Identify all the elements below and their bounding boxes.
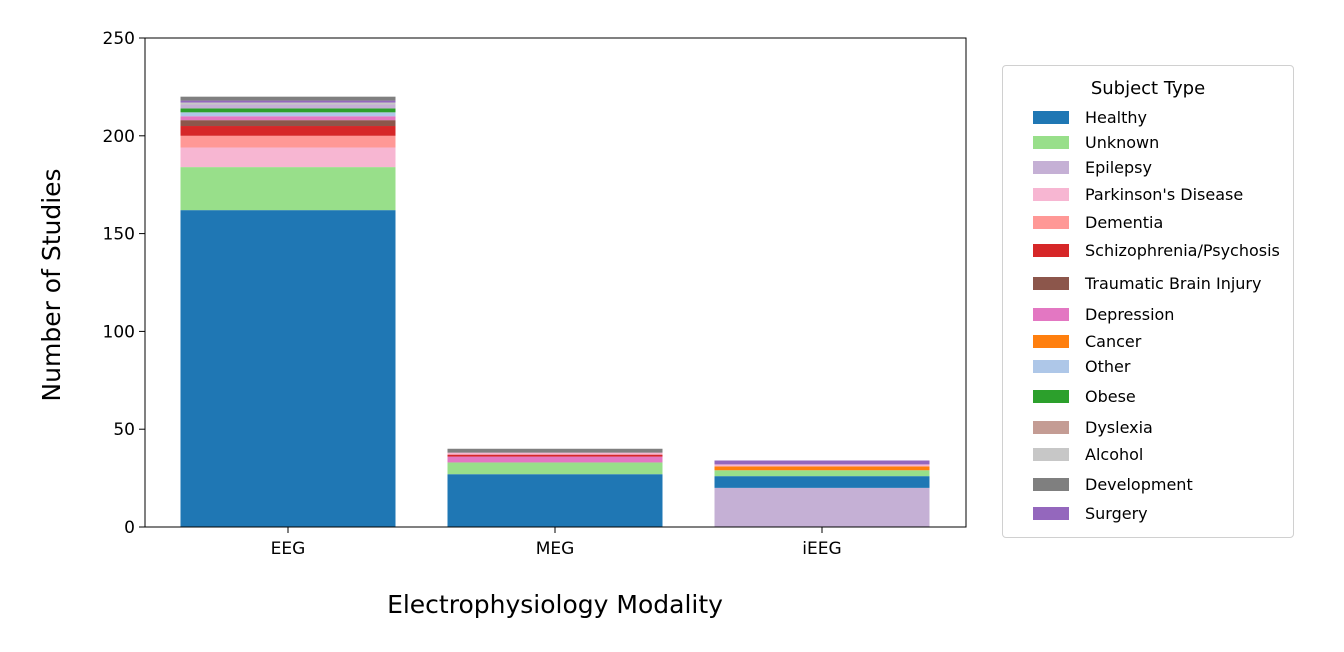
legend-swatch: [1033, 359, 1069, 373]
bar-segment-eeg-schizophrenia-psychosis: [180, 126, 396, 136]
legend-swatch: [1033, 307, 1069, 321]
bar-segment-eeg-traumatic-brain-injury: [180, 120, 396, 127]
y-tick-label: 250: [103, 29, 135, 49]
x-tick-label: MEG: [536, 539, 575, 559]
legend-item: Surgery: [1033, 503, 1148, 523]
legend-label: Other: [1085, 356, 1131, 376]
legend-label: Development: [1085, 474, 1193, 494]
legend-swatch: [1033, 135, 1069, 149]
bar-segment-meg-depression: [447, 456, 663, 463]
legend-item: Alcohol: [1033, 444, 1143, 464]
legend: Subject Type Healthy Unknown Epilepsy Parki…: [1002, 65, 1294, 538]
legend-label: Parkinson's Disease: [1085, 184, 1244, 204]
bar-segment-eeg-depression: [180, 116, 396, 121]
bar-segment-eeg-parkinson-s-disease: [180, 147, 396, 168]
legend-label: Healthy: [1085, 107, 1148, 127]
bar-segment-ieeg-unknown: [714, 470, 930, 477]
bar-segment-meg-development: [447, 448, 663, 453]
bar-segment-eeg-development: [180, 96, 396, 101]
bar-segment-ieeg-healthy: [714, 476, 930, 488]
legend-swatch: [1033, 187, 1069, 201]
legend-item: Traumatic Brain Injury: [1033, 273, 1261, 293]
legend-swatch: [1033, 389, 1069, 403]
legend-swatch: [1033, 477, 1069, 491]
y-tick-label: 200: [103, 127, 135, 147]
legend-swatch: [1033, 420, 1069, 434]
bar-segment-eeg-surgery: [180, 100, 396, 103]
legend-swatch: [1033, 160, 1069, 174]
legend-item: Schizophrenia/Psychosis: [1033, 240, 1280, 260]
y-tick-label: 150: [103, 225, 135, 245]
legend-item: Healthy: [1033, 107, 1147, 127]
bar-segment-meg-parkinson-s-disease: [447, 452, 663, 455]
legend-label: Cancer: [1085, 331, 1142, 351]
bar-segment-eeg-other: [180, 112, 396, 117]
legend-label: Dyslexia: [1085, 417, 1153, 437]
legend-item: Depression: [1033, 304, 1174, 324]
legend-item: Unknown: [1033, 132, 1159, 152]
x-axis: EEG MEG iEEG: [271, 527, 842, 559]
x-axis-label: Electrophysiology Modality: [387, 590, 723, 619]
bar-segment-eeg-obese: [180, 108, 396, 113]
y-tick-label: 0: [124, 518, 135, 538]
legend-item: Other: [1033, 356, 1130, 376]
y-axis: 0 50 100 150 200 250: [103, 29, 145, 538]
bar-segment-meg-schizophrenia-psychosis: [447, 454, 663, 457]
legend-item: Cancer: [1033, 331, 1141, 351]
legend-title: Subject Type: [1090, 78, 1206, 99]
legend-label: Surgery: [1085, 503, 1148, 523]
legend-item: Dyslexia: [1033, 417, 1153, 437]
legend-label: Dementia: [1085, 212, 1164, 232]
bar-segment-ieeg-epilepsy: [714, 487, 930, 527]
legend-swatch: [1033, 447, 1069, 461]
bar-segment-meg-unknown: [447, 462, 663, 475]
y-tick-label: 50: [113, 420, 135, 440]
legend-swatch: [1033, 110, 1069, 124]
bar-segment-ieeg-cancer: [714, 466, 930, 471]
legend-label: Epilepsy: [1085, 157, 1152, 177]
legend-swatch: [1033, 506, 1069, 520]
legend-item: Epilepsy: [1033, 157, 1152, 177]
legend-label: Depression: [1085, 304, 1175, 324]
bar-segment-eeg-healthy: [180, 210, 396, 528]
y-tick-label: 100: [103, 322, 135, 342]
legend-label: Traumatic Brain Injury: [1085, 273, 1262, 293]
y-axis-label: Number of Studies: [37, 168, 66, 401]
legend-item: Development: [1033, 474, 1193, 494]
x-tick-label: EEG: [271, 539, 306, 559]
legend-swatch: [1033, 215, 1069, 229]
bar-segment-eeg-alcohol: [180, 102, 396, 105]
legend-swatch: [1033, 243, 1069, 257]
legend-label: Unknown: [1085, 132, 1160, 152]
bar-segment-ieeg-surgery: [714, 460, 930, 465]
bar-segment-eeg-dementia: [180, 135, 396, 148]
legend-label: Alcohol: [1085, 444, 1144, 464]
bar-segment-eeg-unknown: [180, 167, 396, 211]
bars-group: [180, 96, 930, 528]
legend-swatch: [1033, 334, 1069, 348]
legend-item: Parkinson's Disease: [1033, 184, 1243, 204]
legend-label: Schizophrenia/Psychosis: [1085, 240, 1280, 260]
legend-swatch: [1033, 276, 1069, 290]
bar-segment-eeg-epilepsy: [180, 104, 396, 109]
x-tick-label: iEEG: [802, 539, 841, 559]
legend-item: Dementia: [1033, 212, 1163, 232]
legend-item: Obese: [1033, 386, 1136, 406]
bar-segment-meg-healthy: [447, 474, 663, 527]
legend-label: Obese: [1085, 386, 1136, 406]
bar-segment-ieeg-parkinson-s-disease: [714, 464, 930, 467]
